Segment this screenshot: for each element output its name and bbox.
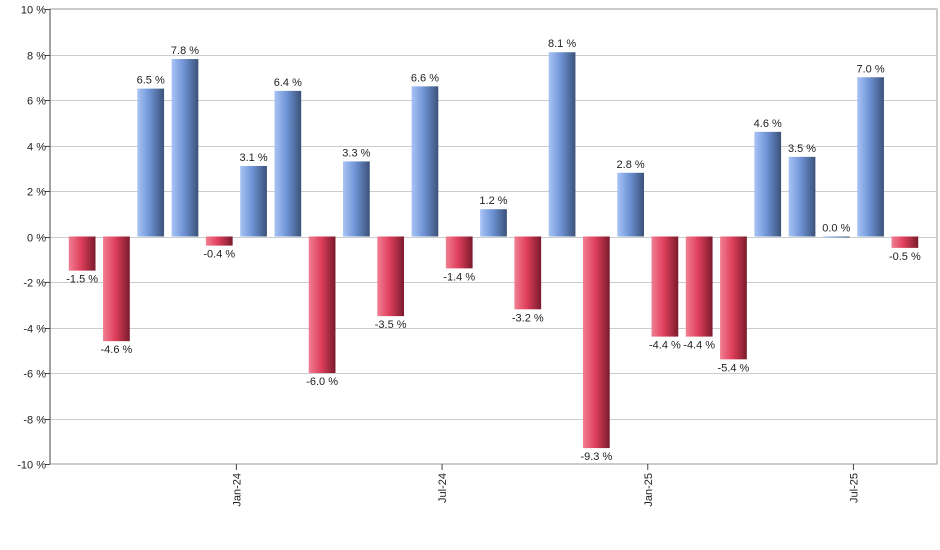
bar-19: [720, 236, 747, 360]
bar-22: [822, 236, 850, 238]
bar-23: [857, 77, 884, 237]
bar-6: [274, 90, 302, 237]
bar-value-label: 4.6 %: [754, 118, 782, 130]
x-axis-ticks: Jan-24 Jul-24 Jan-25 Jul-25: [231, 464, 860, 507]
bar-1: [103, 236, 130, 342]
y-tick-label: -6 %: [23, 369, 46, 381]
bar-value-label: -0.4 %: [203, 249, 235, 261]
bar-value-label: -1.5 %: [66, 274, 98, 286]
bar-24: [891, 236, 919, 248]
bar-value-label: -0.5 %: [889, 251, 921, 263]
bar-15: [582, 236, 610, 449]
bar-value-label: 2.8 %: [617, 159, 645, 171]
bar-17: [651, 236, 679, 337]
bar-2: [137, 88, 165, 237]
bar-14: [548, 52, 576, 237]
bar-value-label: 7.0 %: [857, 63, 885, 75]
bar-value-label: -6.0 %: [306, 376, 338, 388]
bar-value-label: 0.0 %: [822, 223, 850, 235]
bar-3: [171, 59, 199, 237]
bar-21: [788, 156, 816, 237]
y-tick-label: -10 %: [17, 460, 46, 472]
bar-value-label: -1.4 %: [443, 271, 475, 283]
y-axis-ticks: 10 % 8 % 6 % 4 % 2 % 0 % -2 % -4 % -6 % -8 % -10 %: [17, 5, 51, 472]
bar-5: [240, 165, 267, 237]
bars: [68, 52, 919, 449]
bar-value-label: -5.4 %: [718, 362, 750, 374]
x-tick-label: Jan-25: [643, 473, 655, 507]
bar-value-label: 7.8 %: [171, 45, 199, 57]
bar-value-label: -3.2 %: [512, 312, 544, 324]
y-tick-label: 4 %: [27, 142, 46, 154]
bar-value-label: -4.4 %: [683, 340, 715, 352]
bar-value-label: 6.4 %: [274, 77, 302, 89]
bar-value-label: 8.1 %: [548, 38, 576, 50]
grid-lines: [50, 9, 937, 465]
bar-value-label: 3.1 %: [239, 152, 267, 164]
bar-11: [445, 236, 473, 269]
bar-16: [617, 172, 644, 237]
x-tick-label: Jan-24: [231, 473, 243, 507]
bar-value-label: -4.6 %: [101, 344, 133, 356]
bar-value-label: -4.4 %: [649, 340, 681, 352]
bar-4: [205, 236, 233, 246]
bar-value-label: 6.5 %: [137, 75, 165, 87]
bar-20: [754, 131, 782, 237]
bar-8: [343, 161, 370, 237]
x-tick-label: Jul-25: [848, 473, 860, 503]
y-tick-label: 10 %: [21, 5, 46, 17]
y-tick-label: 6 %: [27, 96, 46, 108]
x-tick-label: Jul-24: [437, 473, 449, 503]
bar-10: [411, 86, 439, 237]
bar-value-label: 3.3 %: [342, 147, 370, 159]
bar-0: [68, 236, 96, 271]
bar-7: [308, 236, 336, 373]
bar-value-labels: -1.5 % -4.6 % 6.5 % 7.8 % -0.4 % 3.1 % 6.4 % -6…: [66, 38, 921, 463]
y-tick-label: 8 %: [27, 51, 46, 63]
bar-18: [685, 236, 713, 337]
bar-value-label: 3.5 %: [788, 143, 816, 155]
bar-value-label: 6.6 %: [411, 72, 439, 84]
bar-13: [514, 236, 542, 310]
y-tick-label: -8 %: [23, 415, 46, 427]
bar-value-label: -9.3 %: [580, 451, 612, 463]
bar-12: [480, 209, 507, 237]
y-tick-label: -2 %: [23, 278, 46, 290]
y-tick-label: 0 %: [27, 233, 46, 245]
y-tick-label: -4 %: [23, 324, 46, 336]
bar-9: [377, 236, 405, 317]
bar-value-label: 1.2 %: [479, 195, 507, 207]
bar-value-label: -3.5 %: [375, 319, 407, 331]
y-tick-label: 2 %: [27, 187, 46, 199]
